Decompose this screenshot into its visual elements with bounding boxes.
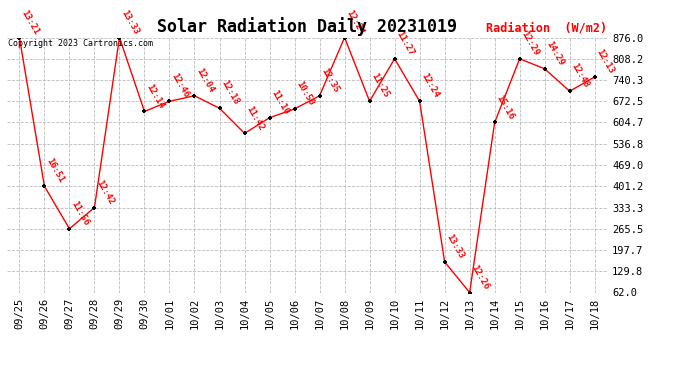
Point bbox=[139, 108, 150, 114]
Text: 16:51: 16:51 bbox=[44, 157, 66, 184]
Point bbox=[114, 34, 125, 40]
Text: 13:33: 13:33 bbox=[444, 232, 466, 260]
Text: 12:48: 12:48 bbox=[570, 62, 591, 90]
Point bbox=[339, 34, 350, 40]
Text: 12:35: 12:35 bbox=[319, 66, 341, 94]
Point bbox=[389, 56, 400, 62]
Text: 13:21: 13:21 bbox=[19, 8, 41, 36]
Point bbox=[264, 115, 275, 121]
Point bbox=[314, 93, 325, 99]
Point bbox=[14, 34, 25, 40]
Text: 12:24: 12:24 bbox=[344, 8, 366, 36]
Text: 11:42: 11:42 bbox=[244, 104, 266, 132]
Point bbox=[364, 98, 375, 104]
Title: Solar Radiation Daily 20231019: Solar Radiation Daily 20231019 bbox=[157, 17, 457, 36]
Text: 12:14: 12:14 bbox=[144, 82, 166, 110]
Text: 12:46: 12:46 bbox=[170, 72, 190, 100]
Text: Copyright 2023 Cartronics.com: Copyright 2023 Cartronics.com bbox=[8, 39, 152, 48]
Text: 11:10: 11:10 bbox=[270, 88, 290, 116]
Point bbox=[239, 130, 250, 136]
Point bbox=[64, 226, 75, 232]
Point bbox=[514, 56, 525, 62]
Text: 12:26: 12:26 bbox=[470, 263, 491, 291]
Point bbox=[564, 88, 575, 94]
Text: Radiation  (W/m2): Radiation (W/m2) bbox=[486, 22, 607, 35]
Text: 12:04: 12:04 bbox=[195, 66, 216, 94]
Point bbox=[439, 259, 450, 265]
Text: 11:56: 11:56 bbox=[70, 200, 90, 227]
Point bbox=[464, 290, 475, 296]
Point bbox=[589, 74, 600, 80]
Text: 11:27: 11:27 bbox=[395, 29, 416, 57]
Text: 10:50: 10:50 bbox=[295, 80, 316, 107]
Point bbox=[539, 66, 550, 72]
Text: 12:42: 12:42 bbox=[95, 178, 116, 206]
Text: 12:13: 12:13 bbox=[595, 48, 616, 75]
Point bbox=[164, 98, 175, 104]
Point bbox=[289, 106, 300, 112]
Point bbox=[39, 183, 50, 189]
Point bbox=[189, 93, 200, 99]
Point bbox=[489, 120, 500, 126]
Text: 11:25: 11:25 bbox=[370, 72, 391, 100]
Point bbox=[214, 105, 225, 111]
Text: 12:29: 12:29 bbox=[520, 29, 541, 57]
Point bbox=[414, 98, 425, 104]
Text: 13:33: 13:33 bbox=[119, 8, 141, 36]
Text: 12:24: 12:24 bbox=[420, 72, 441, 100]
Text: 12:18: 12:18 bbox=[219, 79, 241, 107]
Text: 14:29: 14:29 bbox=[544, 39, 566, 67]
Point bbox=[89, 204, 100, 210]
Text: 15:16: 15:16 bbox=[495, 93, 516, 121]
